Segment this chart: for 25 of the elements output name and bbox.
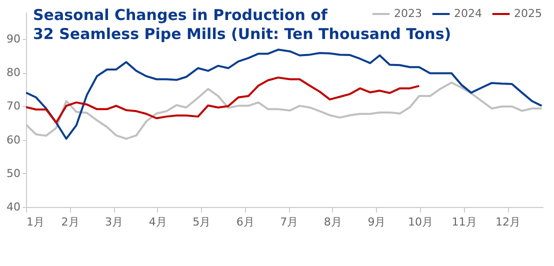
x-tick-label: 3月 <box>105 216 124 228</box>
y-tick-label: 40 <box>6 200 20 214</box>
y-tick-label: 80 <box>6 66 20 80</box>
x-tick-label: 5月 <box>192 216 211 228</box>
y-tick-label: 60 <box>6 133 20 146</box>
line-series <box>26 48 543 140</box>
x-tick-label: 2月 <box>61 216 80 228</box>
text: Seasonal Changes in Production of <box>33 6 328 24</box>
x-tick-label: 9月 <box>368 216 386 228</box>
x-tick-label: 10月 <box>408 216 433 228</box>
legend-label: 2025 <box>514 7 542 20</box>
x-tick-label: 11月 <box>452 216 477 228</box>
legend-label: 2023 <box>394 7 422 20</box>
x-tick-label: 6月 <box>236 216 254 228</box>
legend-label: 2024 <box>454 7 482 20</box>
y-tick-label: 50 <box>6 166 20 180</box>
x-tick-label: 4月 <box>148 216 167 228</box>
y-tick-label: 70 <box>6 100 20 113</box>
x-tick-label: 12月 <box>496 216 521 228</box>
x-tick-label: 8月 <box>324 216 342 228</box>
y-tick-label: 90 <box>6 32 20 46</box>
x-tick-label: 1月 <box>26 216 44 228</box>
line-series <box>26 76 420 124</box>
x-tick-label: 7月 <box>280 216 298 228</box>
text: 32 Seamless Pipe Mills (Unit: Ten Thousand Tons) <box>33 25 452 43</box>
